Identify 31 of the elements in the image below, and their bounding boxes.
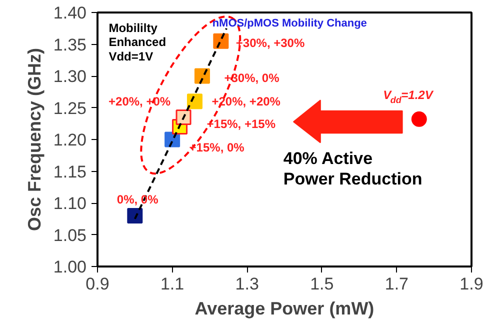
x-axis-title: Average Power (mW): [194, 298, 374, 318]
y-tick-label: 1.00: [53, 258, 87, 276]
data-label: +15%, +15%: [206, 116, 276, 131]
data-label: +30%, +30%: [236, 36, 305, 50]
data-label: +15%, 0%: [189, 140, 245, 154]
data-label: +20%, +20%: [212, 94, 281, 108]
data-label: 0%, 0%: [116, 192, 159, 207]
point: [176, 110, 192, 126]
point: [186, 94, 202, 110]
y-tick-label: 1.30: [53, 67, 87, 86]
y-axis-title: Osc Frequency (GHz): [24, 48, 44, 232]
x-tick-label: 1.3: [235, 274, 259, 294]
y-tick-label: 1.10: [53, 194, 87, 213]
y-tick-label: 1.20: [53, 130, 87, 150]
point: [127, 208, 143, 224]
annotation: Mobililty Enhanced Vdd=1V: [108, 20, 166, 64]
x-tick-label: 1.7: [384, 274, 409, 294]
x-tick-label: 1.1: [160, 274, 184, 294]
y-tick-label: 1.05: [53, 226, 87, 245]
annotation: 40% Active Power Reduction: [283, 149, 422, 188]
data-label: +20%, +0%: [108, 94, 171, 108]
annotation: nMOS/pMOS Mobility Change: [212, 18, 367, 30]
y-tick-label: 1.15: [53, 162, 87, 182]
x-tick-label: 0.9: [86, 274, 110, 294]
x-tick-label: 1.5: [310, 274, 334, 294]
x-tick-label: 1.9: [460, 274, 484, 294]
y-tick-label: 1.40: [53, 4, 87, 22]
point: [411, 111, 427, 127]
data-label: +30%, 0%: [224, 71, 280, 85]
y-tick-label: 1.35: [53, 35, 87, 54]
y-tick-label: 1.25: [53, 98, 87, 118]
